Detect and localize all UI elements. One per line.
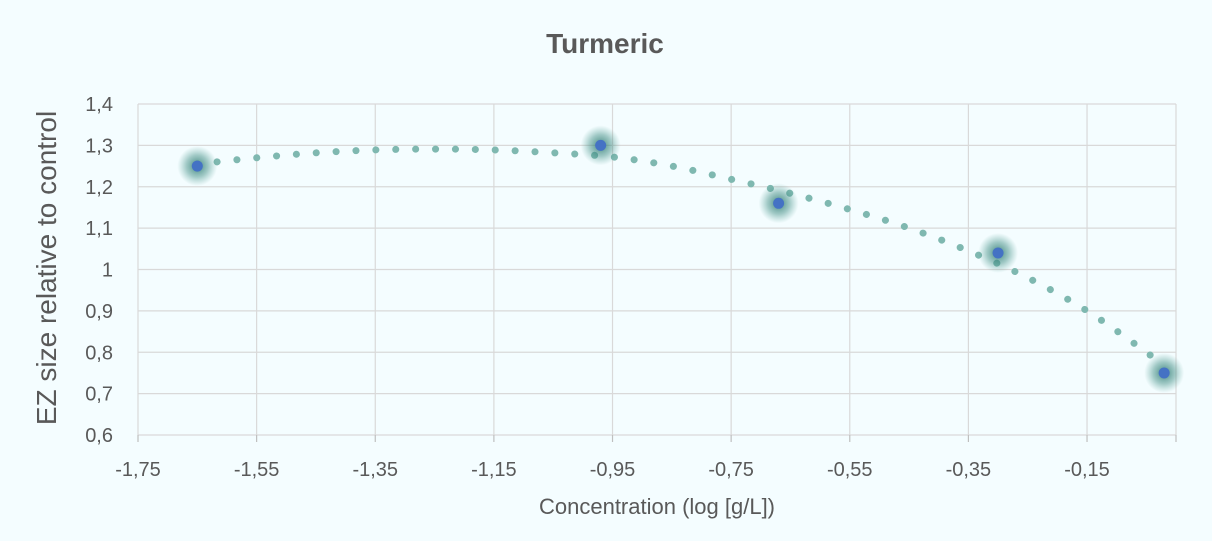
- trendline: [193, 145, 1168, 371]
- x-tick-label: -1,55: [234, 459, 280, 481]
- trendline-path: [193, 145, 1168, 371]
- x-tick-label: -0,35: [946, 459, 992, 481]
- y-axis-label: EZ size relative to control: [31, 111, 62, 425]
- y-tick-label: 1,1: [85, 218, 113, 240]
- y-tick-label: 1,4: [85, 94, 113, 116]
- y-tick-label: 0,8: [85, 342, 113, 364]
- x-tick-label: -0,55: [827, 459, 873, 481]
- data-point: [177, 146, 218, 187]
- x-tick-label: -0,75: [708, 459, 754, 481]
- x-axis-ticks: -1,75 -1,55 -1,35 -1,15 -0,95 -0,75 -0,55 -0,35…: [115, 459, 1110, 481]
- y-tick-label: 0,9: [85, 301, 113, 323]
- y-tick-label: 1,2: [85, 177, 113, 199]
- data-point-marker: [191, 160, 203, 172]
- x-tick-label: -1,35: [352, 459, 398, 481]
- data-point: [1144, 352, 1185, 393]
- x-axis-label: Concentration (log [g/L]): [539, 494, 775, 519]
- y-axis-ticks: 0,6 0,7 0,8 0,9 1 1,1 1,2 1,3 1,4: [85, 94, 113, 447]
- chart-title: Turmeric: [546, 28, 664, 59]
- x-tick-label: -1,75: [115, 459, 161, 481]
- data-point: [758, 183, 799, 224]
- data-point: [580, 125, 621, 166]
- x-tick-label: -0,95: [590, 459, 636, 481]
- data-points: [177, 125, 1185, 393]
- data-point: [978, 232, 1019, 273]
- data-point-marker: [595, 139, 607, 151]
- y-tick-label: 1,3: [85, 135, 113, 157]
- y-tick-label: 0,7: [85, 384, 113, 406]
- data-point-marker: [773, 197, 785, 209]
- data-point-marker: [1158, 367, 1170, 379]
- x-tick-label: -0,15: [1064, 459, 1110, 481]
- y-tick-label: 0,6: [85, 425, 113, 447]
- x-tick-label: -1,15: [471, 459, 517, 481]
- data-point-marker: [992, 247, 1004, 259]
- y-tick-label: 1: [102, 260, 113, 282]
